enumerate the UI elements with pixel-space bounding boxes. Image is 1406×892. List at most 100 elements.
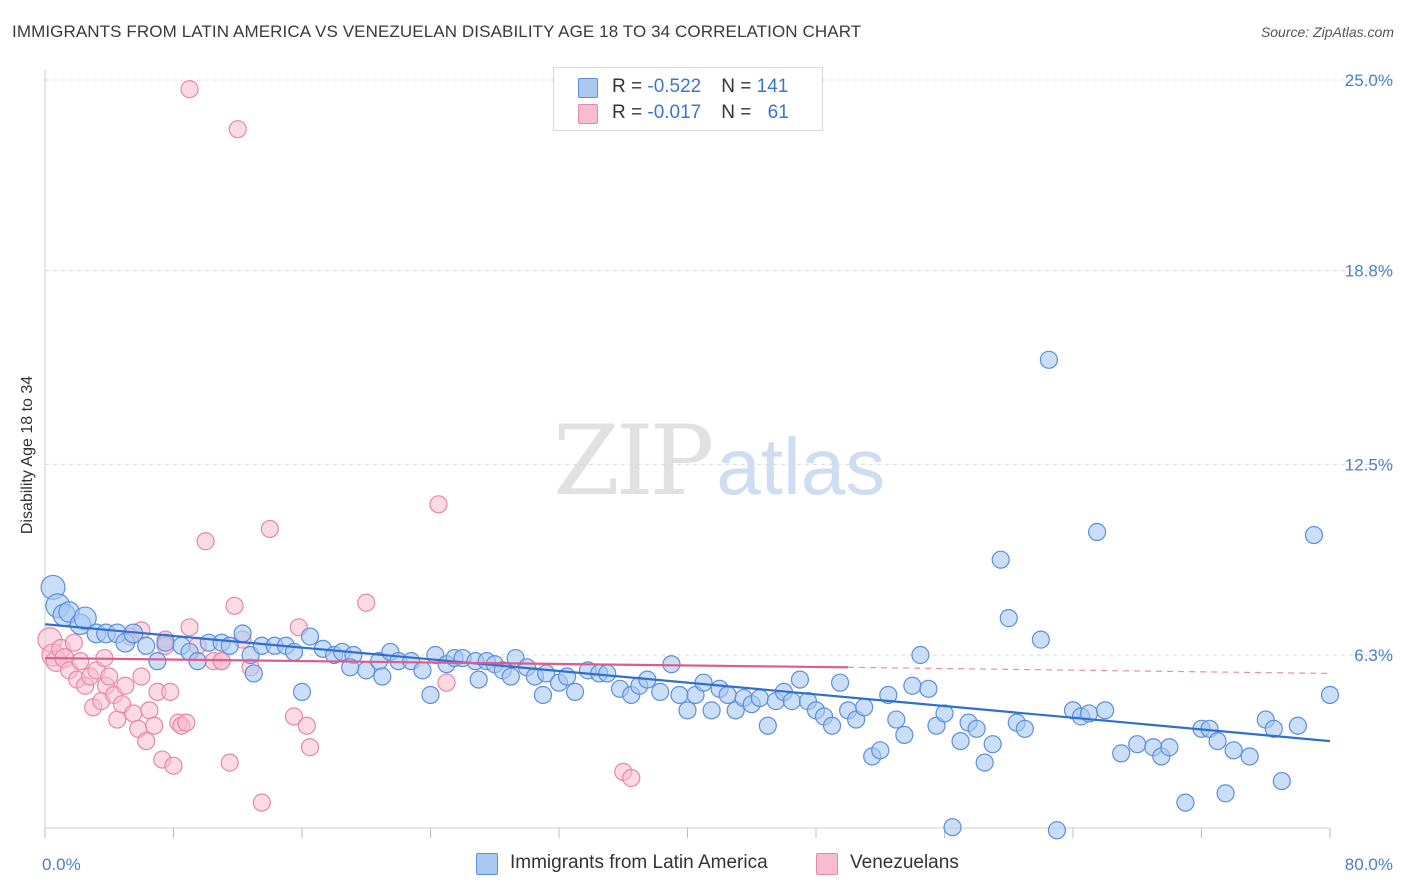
point-immigrants-90 (919, 679, 938, 698)
point-immigrants-102 (1015, 719, 1034, 738)
point-immigrants-89 (911, 645, 930, 665)
point-immigrants-132 (292, 682, 312, 701)
legend-r-value-2: -0.017 (647, 102, 702, 123)
point-venezuelans-25 (140, 701, 159, 720)
point-venezuelans-47 (284, 707, 304, 726)
point-immigrants-138 (533, 685, 553, 705)
point-immigrants-128 (1320, 685, 1340, 705)
point-immigrants-70 (758, 716, 777, 735)
point-immigrants-126 (1288, 716, 1307, 735)
point-immigrants-24 (300, 627, 320, 646)
point-venezuelans-21 (124, 704, 143, 723)
point-immigrants-49 (565, 682, 585, 701)
point-venezuelans-34 (177, 713, 196, 732)
watermark-atlas: atlas (716, 422, 886, 511)
point-venezuelans-41 (225, 596, 244, 615)
point-immigrants-115 (1160, 738, 1179, 757)
trendline-venezuelans-extension (848, 666, 1331, 675)
point-immigrants-5 (73, 606, 97, 630)
bottom-legend-swatch-blue (476, 853, 498, 875)
point-immigrants-97 (975, 753, 994, 772)
legend: R = -0.522 N = 141 R = -0.017 N = 61 (553, 67, 823, 131)
point-immigrants-99 (991, 550, 1010, 569)
point-venezuelans-53 (437, 673, 456, 692)
point-immigrants-57 (651, 682, 670, 701)
point-immigrants-134 (373, 667, 392, 686)
point-immigrants-100 (999, 609, 1018, 628)
x-tick-label-1: 80.0% (1345, 855, 1393, 874)
point-immigrants-18 (233, 624, 252, 643)
point-immigrants-69 (750, 688, 769, 708)
point-venezuelans-52 (429, 495, 448, 514)
point-immigrants-116 (1176, 793, 1195, 812)
point-venezuelans-55 (622, 768, 641, 788)
point-immigrants-111 (1112, 744, 1131, 763)
point-immigrants-129 (148, 652, 167, 671)
point-venezuelans-19 (116, 676, 135, 695)
point-immigrants-85 (879, 685, 898, 705)
point-immigrants-130 (188, 652, 207, 671)
point-immigrants-11 (137, 636, 156, 655)
point-immigrants-84 (871, 741, 890, 760)
point-immigrants-92 (935, 704, 954, 723)
point-immigrants-137 (501, 667, 520, 686)
x-tick-label-0: 0.0% (42, 855, 81, 874)
watermark: ZIPatlas (553, 405, 885, 517)
y-tick-label-0: 6.3% (1354, 646, 1393, 665)
point-immigrants-96 (967, 719, 986, 738)
chart-title: IMMIGRANTS FROM LATIN AMERICA VS VENEZUE… (12, 22, 862, 41)
legend-r-value-1: -0.522 (647, 76, 702, 97)
point-immigrants-110 (1096, 701, 1115, 720)
point-venezuelans-40 (220, 753, 239, 772)
y-tick-label-3: 25.0% (1345, 71, 1393, 90)
point-immigrants-63 (702, 701, 721, 720)
source-label: Source: ZipAtlas.com (1260, 24, 1394, 40)
point-immigrants-131 (244, 664, 263, 683)
point-immigrants-82 (855, 698, 874, 717)
point-immigrants-78 (822, 716, 842, 735)
y-tick-label-2: 18.8% (1345, 262, 1393, 281)
point-immigrants-125 (1272, 771, 1291, 791)
point-immigrants-133 (341, 658, 360, 677)
point-immigrants-59 (670, 685, 689, 705)
point-venezuelans-37 (196, 532, 215, 551)
point-venezuelans-17 (108, 710, 127, 729)
point-venezuelans-8 (71, 652, 90, 671)
point-venezuelans-57 (180, 80, 199, 99)
point-immigrants-86 (887, 710, 906, 729)
point-immigrants-87 (895, 725, 914, 745)
trendline-immigrants (44, 623, 1331, 743)
bottom-legend-swatch-pink (816, 853, 838, 875)
legend-n-value-2: 61 (767, 102, 789, 123)
legend-n-value-1: 141 (756, 76, 789, 97)
point-venezuelans-15 (100, 667, 119, 686)
point-immigrants-79 (830, 673, 850, 692)
point-immigrants-73 (782, 692, 802, 711)
point-immigrants-105 (1047, 821, 1067, 840)
bottom-legend-label-venezuelans: Venezuelans (850, 852, 959, 873)
point-immigrants-136 (469, 670, 488, 689)
point-venezuelans-30 (161, 682, 180, 701)
watermark-zip: ZIP (553, 405, 714, 517)
point-immigrants-127 (1304, 525, 1324, 545)
bottom-legend-label-immigrants: Immigrants from Latin America (510, 852, 768, 873)
point-immigrants-119 (1208, 731, 1227, 751)
point-immigrants-52 (598, 664, 617, 683)
legend-swatch-blue (578, 78, 598, 98)
point-venezuelans-31 (164, 756, 183, 775)
y-tick-label-1: 12.5% (1345, 455, 1393, 474)
point-venezuelans-46 (260, 519, 279, 539)
point-immigrants-120 (1216, 784, 1235, 803)
point-immigrants-122 (1240, 747, 1259, 766)
point-venezuelans-51 (357, 593, 376, 612)
legend-r-label-2: R = (612, 102, 648, 123)
point-immigrants-135 (421, 685, 440, 705)
point-immigrants-94 (951, 731, 970, 751)
legend-r-label-1: R = (612, 76, 648, 97)
point-immigrants-65 (718, 685, 737, 705)
point-venezuelans-26 (145, 716, 164, 735)
point-venezuelans-49 (297, 716, 316, 735)
point-immigrants-60 (678, 701, 697, 720)
point-immigrants-103 (1031, 630, 1050, 649)
